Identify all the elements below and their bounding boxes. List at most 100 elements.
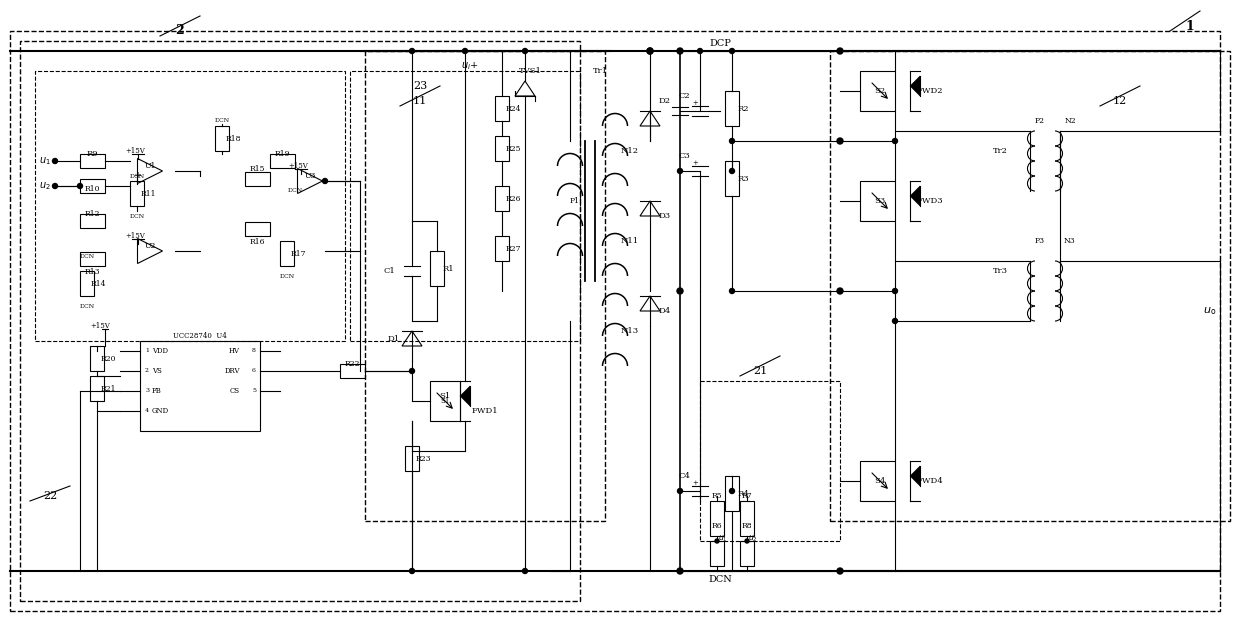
Circle shape bbox=[463, 48, 467, 53]
Circle shape bbox=[52, 158, 57, 163]
Circle shape bbox=[837, 288, 843, 294]
Text: R5: R5 bbox=[712, 492, 723, 500]
Text: U1: U1 bbox=[144, 162, 156, 170]
Bar bbox=[711, 541, 724, 566]
Bar bbox=[81, 271, 94, 296]
Text: 2: 2 bbox=[145, 368, 149, 373]
Text: +: + bbox=[134, 171, 143, 181]
Text: 22: 22 bbox=[43, 491, 57, 501]
Bar bbox=[81, 154, 105, 168]
Text: 1: 1 bbox=[145, 348, 149, 353]
Text: R9: R9 bbox=[87, 150, 98, 158]
Polygon shape bbox=[910, 466, 920, 486]
Circle shape bbox=[647, 48, 653, 54]
Text: R16: R16 bbox=[249, 238, 265, 246]
Text: DCN: DCN bbox=[288, 189, 303, 194]
Text: DRV: DRV bbox=[224, 367, 241, 375]
Bar bbox=[35, 71, 345, 341]
Polygon shape bbox=[910, 186, 920, 206]
Text: FWD2: FWD2 bbox=[916, 87, 944, 95]
Text: R12: R12 bbox=[84, 210, 100, 218]
Bar bbox=[430, 251, 444, 286]
Text: 21: 21 bbox=[753, 366, 768, 376]
Bar bbox=[20, 41, 580, 601]
Bar bbox=[430, 381, 460, 421]
Text: DCN: DCN bbox=[79, 304, 94, 309]
Text: S1: S1 bbox=[439, 392, 450, 400]
Text: R18: R18 bbox=[226, 135, 241, 143]
Text: +15V: +15V bbox=[288, 162, 308, 170]
Text: R1: R1 bbox=[443, 265, 454, 273]
Circle shape bbox=[837, 568, 843, 574]
Text: 1: 1 bbox=[1185, 19, 1194, 32]
Text: R11: R11 bbox=[140, 190, 156, 198]
Bar bbox=[246, 172, 270, 186]
Text: $u_\mathrm{o}$: $u_\mathrm{o}$ bbox=[1203, 305, 1216, 317]
Text: FB: FB bbox=[153, 387, 161, 395]
Circle shape bbox=[893, 319, 898, 324]
Circle shape bbox=[729, 489, 734, 494]
Text: 8: 8 bbox=[252, 348, 255, 353]
Text: $u_i$+: $u_i$+ bbox=[461, 60, 479, 72]
Text: +: + bbox=[692, 479, 698, 487]
Text: R19: R19 bbox=[274, 150, 290, 158]
Circle shape bbox=[893, 289, 898, 294]
Bar bbox=[81, 252, 105, 266]
Text: R8: R8 bbox=[742, 522, 753, 530]
Bar bbox=[701, 381, 839, 541]
Polygon shape bbox=[910, 76, 920, 96]
Circle shape bbox=[745, 539, 749, 543]
Bar bbox=[340, 364, 365, 378]
Text: Tr3: Tr3 bbox=[992, 267, 1007, 275]
Bar bbox=[91, 346, 104, 371]
Text: R3: R3 bbox=[738, 175, 749, 183]
Text: CS: CS bbox=[229, 387, 241, 395]
Text: C3: C3 bbox=[678, 152, 689, 160]
Text: R6: R6 bbox=[712, 522, 723, 530]
Text: R23: R23 bbox=[415, 455, 430, 463]
Text: 6: 6 bbox=[252, 368, 255, 373]
Text: FWD1: FWD1 bbox=[471, 407, 498, 415]
Circle shape bbox=[677, 168, 682, 173]
Text: R13: R13 bbox=[84, 268, 100, 276]
Bar bbox=[246, 222, 270, 236]
Bar bbox=[861, 71, 895, 111]
Circle shape bbox=[677, 288, 683, 294]
Text: C1: C1 bbox=[383, 267, 396, 275]
Bar bbox=[725, 161, 739, 196]
Text: R22: R22 bbox=[345, 360, 360, 368]
Text: DCP: DCP bbox=[709, 39, 730, 47]
Text: N12: N12 bbox=[621, 147, 639, 155]
Text: R15: R15 bbox=[249, 165, 265, 173]
Circle shape bbox=[522, 48, 527, 53]
Text: R27: R27 bbox=[505, 245, 521, 253]
Text: +15V: +15V bbox=[125, 147, 145, 155]
Text: D2: D2 bbox=[658, 97, 671, 105]
Text: N13: N13 bbox=[621, 327, 639, 335]
Text: +: + bbox=[692, 159, 698, 167]
Bar bbox=[130, 181, 144, 206]
Text: P1: P1 bbox=[570, 197, 580, 205]
Text: 3: 3 bbox=[145, 389, 149, 394]
Bar bbox=[81, 214, 105, 228]
Circle shape bbox=[647, 48, 653, 54]
Circle shape bbox=[409, 368, 414, 373]
Text: $u_1$: $u_1$ bbox=[718, 534, 728, 544]
Text: TVS1: TVS1 bbox=[518, 67, 542, 75]
Circle shape bbox=[409, 48, 414, 53]
Text: Tr2: Tr2 bbox=[992, 147, 1007, 155]
Circle shape bbox=[715, 539, 719, 543]
Text: R17: R17 bbox=[290, 250, 306, 258]
Circle shape bbox=[322, 178, 327, 183]
Circle shape bbox=[837, 48, 843, 54]
Circle shape bbox=[729, 138, 734, 143]
Text: DCN: DCN bbox=[708, 574, 732, 584]
Text: +15V: +15V bbox=[125, 232, 145, 240]
Text: N11: N11 bbox=[621, 237, 639, 245]
Text: 12: 12 bbox=[1112, 96, 1127, 106]
Text: R14: R14 bbox=[91, 280, 105, 288]
Text: Tr1: Tr1 bbox=[593, 67, 608, 75]
Bar bbox=[91, 376, 104, 401]
Text: C4: C4 bbox=[678, 472, 689, 480]
Polygon shape bbox=[460, 386, 470, 406]
